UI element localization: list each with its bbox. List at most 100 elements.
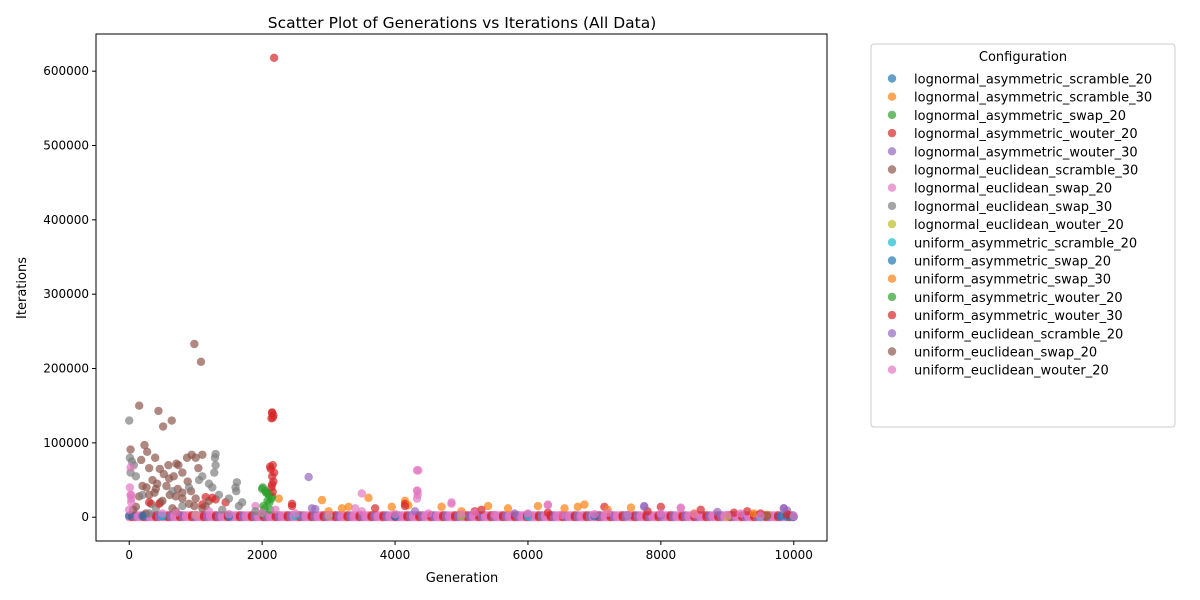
data-point <box>263 489 273 498</box>
x-tick-label: 2000 <box>247 548 278 562</box>
data-point <box>158 509 167 518</box>
data-point <box>125 483 135 492</box>
data-point <box>789 511 798 521</box>
legend-entry: uniform_euclidean_scramble_20 <box>914 327 1123 342</box>
data-point <box>164 460 173 470</box>
data-point <box>357 507 367 516</box>
data-point <box>190 339 199 349</box>
data-point <box>268 413 277 422</box>
data-point <box>142 447 152 456</box>
data-point <box>214 490 224 500</box>
data-point <box>184 483 194 492</box>
data-point <box>158 422 168 431</box>
data-point <box>178 494 187 503</box>
data-point <box>127 498 136 507</box>
data-point <box>126 463 135 472</box>
data-point <box>364 493 373 503</box>
legend-entry: uniform_asymmetric_wouter_20 <box>914 291 1123 306</box>
data-point <box>350 504 360 513</box>
data-point <box>387 502 396 512</box>
legend-title: Configuration <box>979 50 1067 65</box>
data-point <box>490 510 499 520</box>
y-tick-label: 600000 <box>43 64 89 78</box>
data-point <box>337 504 347 513</box>
data-point <box>317 495 327 505</box>
x-tick-label: 0 <box>125 548 133 562</box>
data-point <box>580 500 589 509</box>
data-point <box>590 510 599 519</box>
legend-marker <box>887 274 897 283</box>
y-tick-label: 300000 <box>43 287 89 301</box>
data-point <box>762 511 772 520</box>
data-point <box>713 507 722 517</box>
data-point <box>171 508 180 517</box>
data-point <box>164 474 174 483</box>
legend-marker <box>887 292 897 302</box>
legend-marker <box>887 347 897 356</box>
data-point <box>483 501 493 511</box>
y-tick-label: 100000 <box>43 436 89 450</box>
data-point <box>251 507 260 516</box>
legend-entry: lognormal_euclidean_swap_30 <box>914 200 1112 215</box>
data-point <box>210 453 220 462</box>
series-uniform_euclidean_swap_20 <box>131 474 772 520</box>
data-point <box>324 510 333 520</box>
data-point <box>144 498 154 507</box>
legend-marker <box>887 147 897 156</box>
data-point <box>140 440 149 450</box>
data-point <box>198 450 207 459</box>
data-point <box>756 511 765 520</box>
data-point <box>400 501 410 511</box>
data-point <box>274 494 283 503</box>
data-point <box>138 481 147 491</box>
data-point <box>154 406 163 416</box>
data-point <box>194 475 204 485</box>
data-point <box>311 504 320 514</box>
data-point <box>134 401 144 410</box>
y-tick-label: 400000 <box>43 213 89 227</box>
data-point <box>533 501 543 511</box>
data-point <box>656 509 666 518</box>
legend-marker <box>887 74 897 83</box>
data-point <box>477 505 486 514</box>
legend-entry: uniform_euclidean_wouter_20 <box>914 364 1109 379</box>
data-point <box>178 501 187 511</box>
data-point <box>267 480 277 489</box>
data-point <box>196 357 206 367</box>
legend-marker <box>887 128 897 138</box>
legend-entry: uniform_euclidean_swap_20 <box>914 346 1097 361</box>
chart-title: Scatter Plot of Generations vs Iteration… <box>268 14 657 32</box>
series-lognormal_asymmetric_wouter_20 <box>201 53 752 516</box>
data-point <box>689 510 699 519</box>
legend-marker <box>887 365 897 374</box>
data-point <box>136 455 146 465</box>
data-point <box>191 494 200 503</box>
data-point <box>357 489 367 498</box>
data-point <box>224 510 234 519</box>
data-point <box>291 509 300 518</box>
data-point <box>182 453 192 462</box>
data-point <box>184 499 194 509</box>
data-point <box>125 416 134 425</box>
legend-entry: uniform_asymmetric_swap_20 <box>914 255 1111 270</box>
legend-entry: uniform_asymmetric_swap_30 <box>914 273 1111 288</box>
data-point <box>556 510 566 520</box>
data-point <box>138 511 147 521</box>
data-point <box>503 504 513 513</box>
data-point <box>218 505 227 514</box>
data-point <box>269 53 279 62</box>
data-point <box>269 468 279 477</box>
data-point <box>523 509 533 518</box>
legend-entry: lognormal_asymmetric_scramble_30 <box>914 91 1152 106</box>
legend-entry: lognormal_euclidean_swap_20 <box>914 182 1112 197</box>
legend-marker <box>887 183 897 192</box>
data-point <box>258 483 268 492</box>
data-point <box>304 472 313 482</box>
legend-entry: uniform_asymmetric_scramble_20 <box>914 236 1137 251</box>
plot-frame <box>95 33 828 542</box>
data-point <box>138 490 147 500</box>
data-point <box>144 490 154 500</box>
data-point <box>271 505 280 514</box>
data-point <box>412 466 422 475</box>
